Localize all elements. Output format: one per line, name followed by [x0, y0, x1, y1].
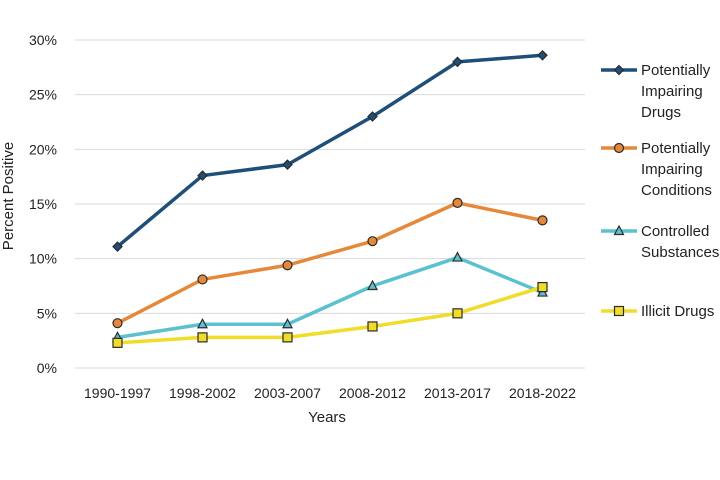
series-line — [116, 201, 543, 325]
y-tick-label: 30% — [29, 32, 57, 48]
series-controlled-substances — [112, 251, 548, 342]
x-axis-title: Years — [308, 409, 346, 426]
x-tick-label: 2003-2007 — [254, 385, 321, 401]
data-point — [452, 308, 463, 319]
x-tick-label: 1998-2002 — [169, 385, 236, 401]
series-lines — [112, 49, 548, 348]
legend-item-illicit-drugs: Illicit Drugs — [601, 303, 714, 320]
x-tick-label: 2018-2022 — [509, 385, 576, 401]
data-point — [367, 321, 378, 332]
legend-label: Controlled — [641, 223, 709, 240]
legend-marker — [613, 305, 625, 317]
data-point — [197, 332, 208, 343]
data-point — [367, 111, 378, 122]
legend-marker — [613, 142, 625, 154]
x-tick-label: 2013-2017 — [424, 385, 491, 401]
data-point — [452, 197, 463, 209]
data-point — [197, 317, 208, 329]
series-potentially-impairing-drugs — [112, 49, 548, 252]
series-line — [117, 285, 544, 345]
y-tick-label: 25% — [29, 87, 57, 103]
legend-label: Potentially — [641, 62, 711, 79]
data-point — [282, 317, 293, 329]
legend-marker — [613, 64, 625, 76]
legend-label: Substances — [641, 244, 719, 261]
legend-label: Drugs — [641, 104, 681, 121]
legend-label: Illicit Drugs — [641, 303, 714, 320]
data-point — [112, 241, 123, 252]
data-point — [537, 49, 548, 61]
series-line — [117, 255, 544, 340]
y-tick-label: 10% — [29, 251, 57, 267]
legend-label: Impairing — [641, 161, 703, 178]
series-line — [116, 53, 543, 248]
legend: Potentially Impairing Drugs Potentially Impa… — [601, 62, 719, 320]
legend-label: Conditions — [641, 182, 712, 199]
data-point — [537, 215, 548, 226]
y-tick-label: 0% — [37, 360, 57, 376]
legend-label: Impairing — [641, 83, 703, 100]
gridlines — [75, 39, 585, 369]
data-point — [452, 251, 463, 262]
y-axis-title: Percent Positive — [0, 142, 17, 250]
data-point — [367, 236, 378, 247]
series-potentially-impairing-conditions — [112, 197, 548, 329]
data-point — [112, 318, 123, 329]
legend-item-controlled-substances: Controlled Substances — [601, 223, 719, 261]
data-point — [282, 260, 293, 271]
series-illicit-drugs — [112, 281, 548, 348]
legend-item-potentially-impairing-drugs: Potentially Impairing Drugs — [601, 62, 711, 121]
data-point — [282, 332, 293, 343]
y-axis-ticks: 0% 5% 10% 15% 20% 25% 30% — [29, 32, 57, 376]
x-tick-label: 1990-1997 — [84, 385, 151, 401]
data-point — [282, 159, 293, 170]
data-point — [197, 170, 208, 181]
x-tick-label: 2008-2012 — [339, 385, 406, 401]
y-tick-label: 20% — [29, 141, 57, 157]
y-tick-label: 15% — [29, 196, 57, 212]
legend-label: Potentially — [641, 140, 711, 157]
legend-item-potentially-impairing-conditions: Potentially Impairing Conditions — [601, 140, 712, 199]
data-point — [452, 56, 463, 68]
legend-marker — [613, 224, 625, 236]
data-point — [197, 274, 208, 285]
data-point — [367, 279, 378, 291]
data-point — [112, 337, 123, 348]
data-point — [537, 281, 548, 293]
x-axis-ticks: 1990-1997 1998-2002 2003-2007 2008-2012 2013… — [84, 385, 576, 401]
y-tick-label: 5% — [37, 305, 57, 321]
